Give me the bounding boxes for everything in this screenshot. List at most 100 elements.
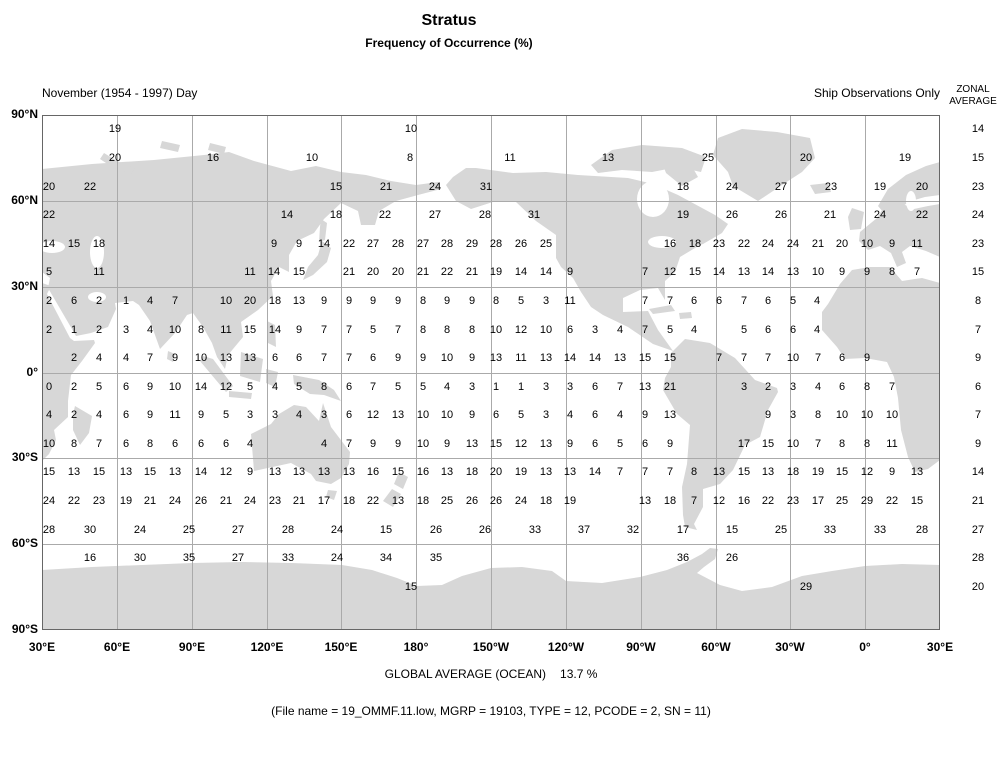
grid-value: 3 <box>740 381 748 393</box>
grid-value: 21 <box>143 495 157 507</box>
water-bodies-layer <box>42 181 916 302</box>
grid-value: 5 <box>45 266 53 278</box>
island-new-guinea <box>293 375 341 401</box>
grid-value: 22 <box>915 209 929 221</box>
grid-value: 4 <box>146 324 154 336</box>
grid-value: 10 <box>440 409 454 421</box>
grid-value: 3 <box>591 324 599 336</box>
island-arctic-2 <box>208 143 226 154</box>
grid-value: 5 <box>394 381 402 393</box>
grid-value: 9 <box>764 409 772 421</box>
grid-value: 27 <box>231 524 245 536</box>
grid-value: 13 <box>219 352 233 364</box>
grid-value: 28 <box>391 238 405 250</box>
grid-value: 4 <box>616 324 624 336</box>
global-average: GLOBAL AVERAGE (OCEAN) 13.7 % <box>42 667 940 681</box>
grid-value: 10 <box>305 152 319 164</box>
grid-value: 24 <box>42 495 56 507</box>
y-tick-label: 90°S <box>11 622 38 636</box>
world-map-svg <box>42 115 940 630</box>
grid-value: 3 <box>789 409 797 421</box>
grid-value: 14 <box>712 266 726 278</box>
grid-value: 7 <box>740 352 748 364</box>
grid-value: 15 <box>725 524 739 536</box>
chart-title: Stratus <box>421 12 477 29</box>
grid-value: 6 <box>566 324 574 336</box>
grid-value: 26 <box>774 209 788 221</box>
grid-value: 16 <box>83 552 97 564</box>
grid-value: 18 <box>465 466 479 478</box>
grid-value: 12 <box>219 466 233 478</box>
grid-value: 26 <box>465 495 479 507</box>
grid-value: 35 <box>182 552 196 564</box>
x-tick-label: 120°E <box>250 640 284 654</box>
grid-value: 18 <box>688 238 702 250</box>
grid-value: 28 <box>489 238 503 250</box>
grid-value: 24 <box>873 209 887 221</box>
grid-value: 7 <box>369 381 377 393</box>
grid-value: 7 <box>740 295 748 307</box>
grid-value: 21 <box>292 495 306 507</box>
grid-value: 6 <box>492 409 500 421</box>
grid-value: 13 <box>910 466 924 478</box>
grid-value: 12 <box>514 324 528 336</box>
grid-value: 23 <box>268 495 282 507</box>
grid-value: 26 <box>489 495 503 507</box>
grid-value: 5 <box>789 295 797 307</box>
grid-value: 24 <box>725 181 739 193</box>
grid-value: 1 <box>122 295 130 307</box>
file-note: (File name = 19_OMMF.11.low, MGRP = 1910… <box>271 704 711 718</box>
grid-value: 10 <box>860 409 874 421</box>
grid-value: 8 <box>419 324 427 336</box>
grid-value: 30 <box>83 524 97 536</box>
grid-value: 15 <box>92 466 106 478</box>
grid-value: 15 <box>737 466 751 478</box>
zonal-average-value: 15 <box>971 152 985 164</box>
grid-value: 8 <box>70 438 78 450</box>
island-britain <box>848 208 864 230</box>
period-label: November (1954 - 1997) Day <box>42 86 198 100</box>
grid-value: 27 <box>366 238 380 250</box>
chart-subtitle: Frequency of Occurrence (%) <box>365 36 533 50</box>
y-tick-label: 60°N <box>11 193 38 207</box>
grid-value: 2 <box>95 324 103 336</box>
grid-value: 29 <box>799 581 813 593</box>
grid-value: 10 <box>219 295 233 307</box>
grid-value: 28 <box>42 524 56 536</box>
grid-value: 9 <box>394 295 402 307</box>
grid-value: 7 <box>814 438 822 450</box>
grid-value: 24 <box>330 552 344 564</box>
grid-value: 15 <box>143 466 157 478</box>
grid-value: 11 <box>504 152 516 164</box>
grid-value: 3 <box>566 381 574 393</box>
grid-value: 4 <box>45 409 53 421</box>
grid-value: 35 <box>429 552 443 564</box>
grid-value: 6 <box>122 438 130 450</box>
grid-value: 5 <box>246 381 254 393</box>
grid-value: 6 <box>641 438 649 450</box>
grid-value: 13 <box>737 266 751 278</box>
x-tick-label: 90°E <box>178 640 206 654</box>
grid-value: 9 <box>320 295 328 307</box>
grid-value: 19 <box>514 466 528 478</box>
grid-value: 8 <box>406 152 414 164</box>
grid-value: 22 <box>737 238 751 250</box>
grid-value: 13 <box>663 409 677 421</box>
grid-value: 6 <box>690 295 698 307</box>
grid-value: 8 <box>888 266 896 278</box>
grid-value: 3 <box>468 381 476 393</box>
grid-value: 20 <box>243 295 257 307</box>
zonal-header-line2: AVERAGE <box>949 96 997 107</box>
grid-value: 34 <box>379 552 393 564</box>
grid-value: 9 <box>443 438 451 450</box>
grid-value: 18 <box>539 495 553 507</box>
grid-value: 24 <box>786 238 800 250</box>
island-hispaniola <box>679 312 692 319</box>
grid-value: 14 <box>194 466 208 478</box>
grid-value: 13 <box>539 438 553 450</box>
grid-value: 14 <box>588 352 602 364</box>
grid-value: 26 <box>478 524 492 536</box>
grid-value: 21 <box>663 381 677 393</box>
grid-value: 11 <box>911 238 923 250</box>
grid-value: 8 <box>814 409 822 421</box>
